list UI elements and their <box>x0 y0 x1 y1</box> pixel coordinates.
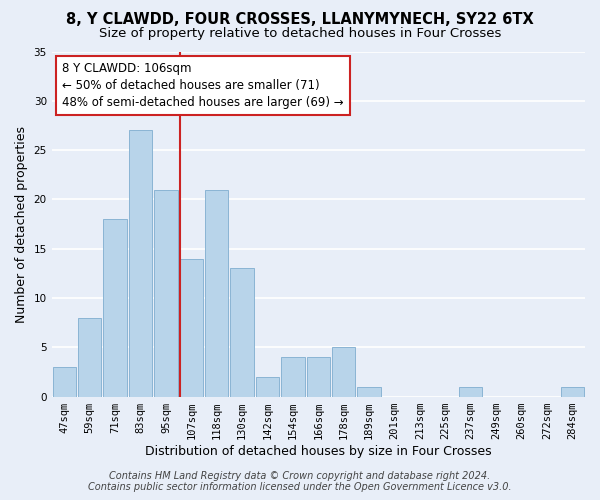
Bar <box>459 386 482 396</box>
Bar <box>256 377 279 396</box>
X-axis label: Distribution of detached houses by size in Four Crosses: Distribution of detached houses by size … <box>145 444 491 458</box>
Text: Contains HM Land Registry data © Crown copyright and database right 2024.
Contai: Contains HM Land Registry data © Crown c… <box>88 471 512 492</box>
Text: 8 Y CLAWDD: 106sqm
← 50% of detached houses are smaller (71)
48% of semi-detache: 8 Y CLAWDD: 106sqm ← 50% of detached hou… <box>62 62 344 109</box>
Bar <box>179 258 203 396</box>
Bar <box>129 130 152 396</box>
Bar <box>205 190 229 396</box>
Bar <box>78 318 101 396</box>
Y-axis label: Number of detached properties: Number of detached properties <box>15 126 28 322</box>
Bar <box>230 268 254 396</box>
Bar <box>358 386 381 396</box>
Text: 8, Y CLAWDD, FOUR CROSSES, LLANYMYNECH, SY22 6TX: 8, Y CLAWDD, FOUR CROSSES, LLANYMYNECH, … <box>66 12 534 28</box>
Bar <box>332 348 355 397</box>
Bar <box>154 190 178 396</box>
Bar <box>560 386 584 396</box>
Bar <box>307 357 330 397</box>
Text: Size of property relative to detached houses in Four Crosses: Size of property relative to detached ho… <box>99 28 501 40</box>
Bar <box>103 219 127 396</box>
Bar <box>281 357 305 397</box>
Bar <box>53 367 76 396</box>
